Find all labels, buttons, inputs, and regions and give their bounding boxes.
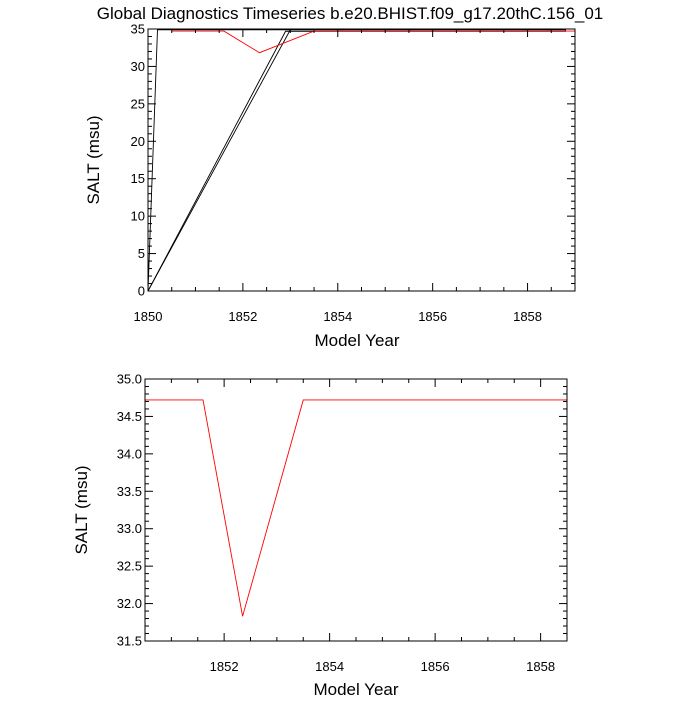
bottom-y-tick-label: 35.0 (117, 372, 142, 387)
top-x-tick-label: 1852 (228, 309, 257, 324)
top-x-tick-label: 1858 (513, 309, 542, 324)
bottom-plot-frame (144, 378, 568, 642)
bottom-y-tick-label: 33.0 (117, 521, 142, 536)
bottom-x-tick-label: 1854 (315, 659, 344, 674)
top-x-axis-label: Model Year (314, 331, 399, 350)
top-x-tick-label: 1854 (323, 309, 352, 324)
bottom-x-axis: 1852 1854 1856 1858 (144, 379, 568, 674)
top-x-tick-label: 1850 (134, 309, 163, 324)
bottom-y-tick-label: 34.5 (117, 409, 142, 424)
bottom-y-tick-label: 32.5 (117, 559, 142, 574)
top-series-line-0 (148, 29, 566, 291)
top-y-axis: 0 5 10 15 20 25 30 35 (131, 22, 575, 299)
top-y-tick-label: 5 (138, 246, 145, 261)
top-y-tick-label: 30 (131, 59, 145, 74)
top-y-tick-label: 25 (131, 96, 145, 111)
top-plot-frame (147, 28, 576, 292)
bottom-y-tick-label: 32.0 (117, 596, 142, 611)
bottom-series-line-0 (145, 399, 567, 617)
top-y-tick-label: 10 (131, 209, 145, 224)
top-x-tick-label: 1856 (418, 309, 447, 324)
bottom-x-tick-label: 1858 (526, 659, 555, 674)
bottom-y-tick-label: 33.5 (117, 484, 142, 499)
top-series-group (148, 29, 575, 291)
top-x-axis: 1850 1852 1854 1856 1858 (134, 29, 576, 324)
top-y-tick-label: 35 (131, 22, 145, 37)
bottom-y-axis-label: SALT (msu) (72, 465, 91, 554)
top-y-axis-label: SALT (msu) (84, 115, 103, 204)
bottom-x-tick-label: 1852 (210, 659, 239, 674)
bottom-x-axis-label: Model Year (313, 680, 398, 699)
top-y-tick-label: 15 (131, 171, 145, 186)
bottom-y-tick-label: 34.0 (117, 446, 142, 461)
bottom-x-tick-label: 1856 (421, 659, 450, 674)
top-series-line-2 (171, 30, 575, 54)
bottom-y-axis: 31.5 32.0 32.5 33.0 33.5 34.0 34.5 35.0 (117, 372, 567, 649)
bottom-series-group (145, 399, 567, 617)
top-panel: 1850 1852 1854 1856 1858 0 5 10 15 20 25 30 35 Mode… (84, 22, 576, 350)
top-y-tick-label: 20 (131, 134, 145, 149)
top-y-tick-label: 0 (138, 284, 145, 299)
top-series-line-1 (148, 29, 291, 291)
bottom-panel: 1852 1854 1856 1858 31.5 32.0 32.5 33.0 33.5 34.… (72, 372, 568, 699)
figure-title: Global Diagnostics Timeseries b.e20.BHIS… (97, 4, 604, 23)
bottom-y-tick-label: 31.5 (117, 634, 142, 649)
